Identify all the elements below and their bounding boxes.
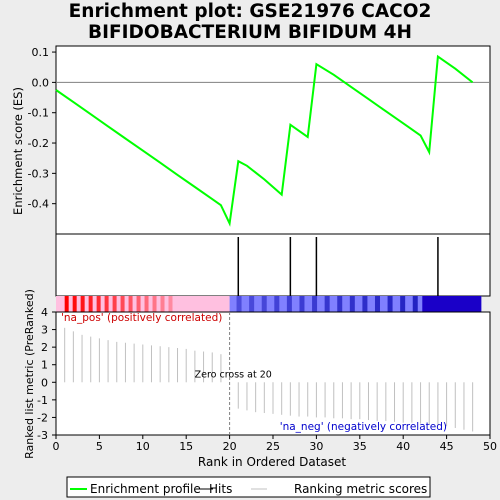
bar-pos-stripe — [80, 296, 85, 312]
bar-neg-stripe — [387, 296, 393, 312]
bar-pos-stripe — [152, 296, 157, 312]
es-plot-area — [55, 45, 491, 235]
enrichment-profile-line — [55, 54, 474, 227]
axis-labels: Enrichment score (ES) Ranked list metric… — [11, 87, 346, 469]
bar-pos-stripe — [88, 296, 93, 312]
bar-neg-stripe — [337, 296, 343, 312]
legend-label: Enrichment profile — [90, 482, 201, 496]
bar-pos-stripe — [72, 296, 77, 312]
bar-neg-stripe — [362, 296, 368, 312]
bar-neg-stripe — [374, 296, 380, 312]
x-axis-label: Rank in Ordered Dataset — [198, 455, 346, 469]
rank-y-tick-label: -3 — [37, 429, 48, 442]
es-y-tick-label: 0.1 — [32, 46, 50, 59]
legend-label: Hits — [209, 482, 232, 496]
hits-panel — [55, 233, 491, 297]
bar-pos-stripe — [120, 296, 125, 312]
rank-y-tick-label: 4 — [41, 306, 48, 319]
rank-metric-panel: Zero cross at 20 'na_pos' (positively cor… — [37, 306, 497, 453]
bar-pos-stripe — [64, 296, 69, 312]
rank-axis-label: Ranked list metric (PreRanked) — [23, 289, 36, 459]
x-tick-label: 10 — [136, 440, 150, 453]
zero-cross-label: Zero cross at 20 — [195, 369, 272, 380]
es-y-tick-label: -0.4 — [28, 198, 49, 211]
legend-label: Ranking metric scores — [294, 482, 427, 496]
es-y-tick-label: -0.2 — [28, 137, 49, 150]
pos-correlated-label: 'na_pos' (positively correlated) — [61, 312, 222, 324]
bar-pos-stripe — [128, 296, 133, 312]
bar-neg-stripe — [324, 296, 330, 312]
chart-title-line-2: BIFIDOBACTERIUM BIFIDUM 4H — [88, 22, 412, 43]
bar-neg-stripe — [412, 296, 418, 312]
bar-neg-stripe — [286, 296, 292, 312]
es-y-tick-label: -0.1 — [28, 107, 49, 120]
bar-pos-stripe — [144, 296, 149, 312]
rank-plot-area — [55, 311, 491, 436]
rank-y-tick-label: -1 — [37, 394, 48, 407]
bar-neg-stripe — [236, 296, 242, 312]
bar-neg-stripe — [400, 296, 406, 312]
rank-y-tick-label: 0 — [41, 376, 48, 389]
x-tick-label: 5 — [96, 440, 103, 453]
es-axis-label: Enrichment score (ES) — [11, 87, 25, 215]
chart-title: Enrichment plot: GSE21976 CACO2 BIFIDOBA… — [0, 1, 500, 43]
bar-neg-tail — [422, 296, 482, 312]
rank-y-tick-label: 1 — [41, 359, 48, 372]
bar-pos-stripe — [112, 296, 117, 312]
x-tick-label: 15 — [179, 440, 193, 453]
es-y-tick-label: 0.0 — [32, 76, 50, 89]
bar-pos-stripe — [104, 296, 109, 312]
x-tick-label: 30 — [309, 440, 323, 453]
x-tick-label: 35 — [353, 440, 367, 453]
x-tick-label: 45 — [440, 440, 454, 453]
neg-correlated-label: 'na_neg' (negatively correlated) — [280, 421, 447, 433]
x-tick-label: 25 — [266, 440, 280, 453]
bar-neg-region — [229, 296, 482, 312]
bar-pos-stripe — [168, 296, 173, 312]
bar-neg-stripe — [261, 296, 267, 312]
chart-title-line-1: Enrichment plot: GSE21976 CACO2 — [68, 1, 432, 22]
x-tick-label: 40 — [396, 440, 410, 453]
x-tick-label: 20 — [223, 440, 237, 453]
bar-pos-stripe — [160, 296, 165, 312]
bar-pos-stripe — [136, 296, 141, 312]
bar-neg-stripe — [349, 296, 355, 312]
bar-neg-stripe — [249, 296, 255, 312]
x-tick-label: 0 — [53, 440, 60, 453]
rank-color-bar — [56, 296, 482, 312]
rank-y-tick-label: 3 — [41, 324, 48, 337]
bar-neg-stripe — [274, 296, 280, 312]
legend: Enrichment profile Hits Ranking metric sco… — [66, 476, 431, 498]
x-tick-label: 50 — [483, 440, 497, 453]
legend-box — [66, 476, 431, 498]
rank-y-tick-label: -2 — [37, 411, 48, 424]
rank-y-tick-label: 2 — [41, 341, 48, 354]
bar-neg-stripe — [312, 296, 318, 312]
es-panel: 0.1 0.0 -0.1 -0.2 -0.3 -0.4 — [28, 45, 491, 235]
bar-neg-stripe — [299, 296, 305, 312]
es-y-tick-label: -0.3 — [28, 167, 49, 180]
hits-plot-area — [55, 233, 491, 297]
bar-pos-stripe — [96, 296, 101, 312]
